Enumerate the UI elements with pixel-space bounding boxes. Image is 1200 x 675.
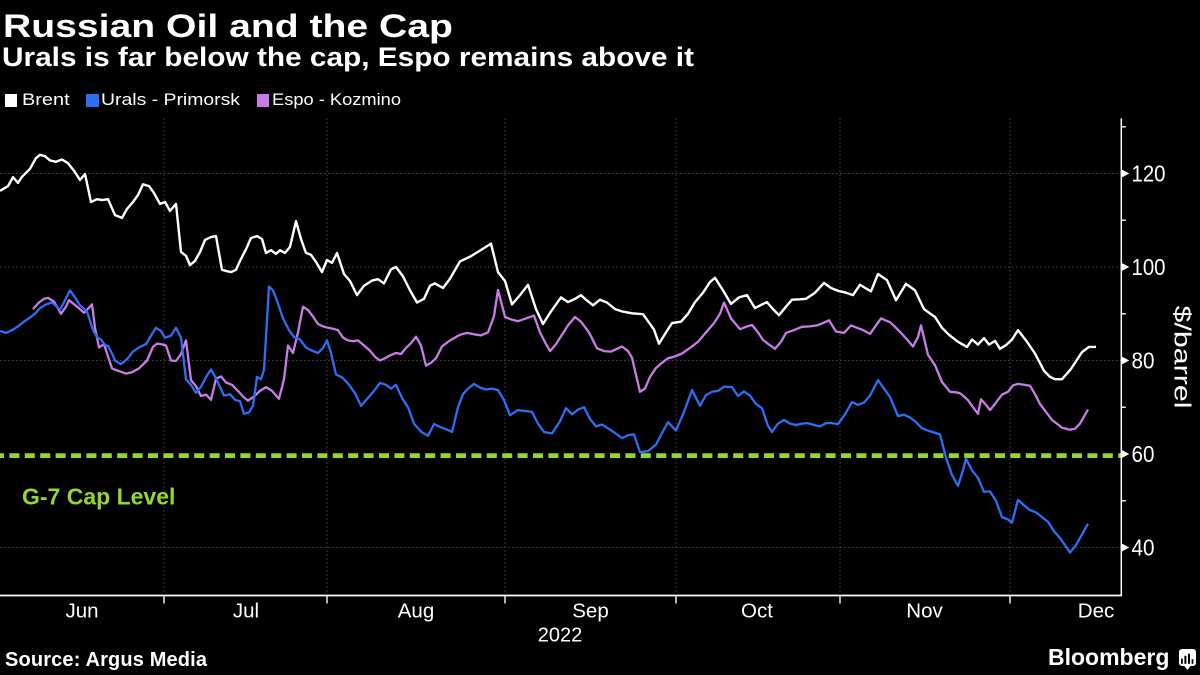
svg-text:2022: 2022 (538, 625, 583, 647)
svg-text:80: 80 (1132, 348, 1155, 374)
svg-text:Jun: Jun (65, 600, 98, 623)
svg-text:Jul: Jul (233, 600, 259, 623)
svg-text:100: 100 (1132, 254, 1166, 280)
svg-text:120: 120 (1132, 161, 1166, 187)
svg-text:Aug: Aug (398, 600, 434, 623)
svg-text:$/barrel: $/barrel (1170, 306, 1196, 409)
svg-text:Sep: Sep (572, 600, 608, 623)
svg-text:60: 60 (1132, 441, 1155, 467)
svg-text:Dec: Dec (1078, 600, 1114, 623)
svg-text:Nov: Nov (906, 600, 943, 623)
svg-text:40: 40 (1132, 535, 1155, 561)
svg-text:G-7 Cap Level: G-7 Cap Level (22, 484, 175, 510)
svg-text:Oct: Oct (741, 600, 773, 623)
